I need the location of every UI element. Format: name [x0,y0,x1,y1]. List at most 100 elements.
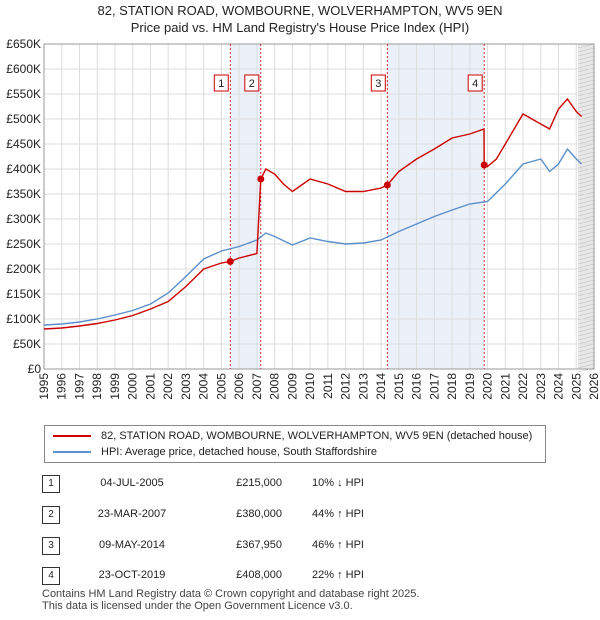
x-tick-label: 2002 [161,373,175,400]
forecast-hatch [577,175,595,181]
forecast-hatch [577,51,595,57]
x-tick-label: 1997 [72,373,86,400]
forecast-hatch [577,323,595,329]
sale-number-badge: 2 [42,506,60,524]
forecast-hatch [577,203,595,209]
forecast-hatch [577,255,595,261]
x-tick-label: 1995 [37,373,51,400]
forecast-hatch [577,355,595,361]
forecast-hatch [577,347,595,353]
sale-price: £408,000 [236,569,282,581]
legend-label-property: 82, STATION ROAD, WOMBOURNE, WOLVERHAMPT… [101,430,533,442]
y-tick-label: £550K [6,87,41,101]
plot-border [43,43,595,370]
x-tick-label: 2015 [392,373,406,400]
forecast-hatch [577,155,595,161]
forecast-hatch [577,183,595,189]
forecast-hatch [577,299,595,305]
sale-date: 09-MAY-2014 [98,539,166,551]
y-tick-label: £500K [6,112,41,126]
y-tick-label: £0 [28,362,42,376]
x-tick-label: 2004 [197,373,211,400]
sale-marker-box [467,74,483,92]
forecast-hatch [577,199,595,205]
footer-line-2: This data is licensed under the Open Gov… [42,600,353,612]
forecast-hatch [577,335,595,341]
ownership-shade [387,44,485,369]
sale-date: 23-OCT-2019 [98,569,166,581]
sale-hpi-diff: 10% ↓ HPI [312,477,364,489]
x-tick-label: 2013 [356,373,370,400]
sale-price: £215,000 [236,477,282,489]
sale-date: 23-MAR-2007 [97,508,167,520]
y-tick-label: £600K [6,62,41,76]
forecast-hatch [577,79,595,85]
sale-row: 4 23-OCT-2019 £408,000 22% ↑ HPI [42,567,562,587]
forecast-hatch [577,351,595,357]
forecast-hatch [577,179,595,185]
x-tick-label: 1999 [108,373,122,400]
sale-marker-label: 4 [467,74,483,92]
forecast-hatch [577,339,595,345]
legend-label-hpi: HPI: Average price, detached house, Sout… [101,446,377,458]
sale-marker-number: 3 [375,78,381,90]
forecast-hatch [577,63,595,69]
forecast-hatch [577,187,595,193]
forecast-hatch [577,43,595,49]
sale-point [226,258,234,265]
x-tick-label: 2023 [534,373,548,400]
forecast-hatch [577,239,595,245]
x-tick-label: 2024 [552,373,566,400]
x-tick-label: 2006 [232,373,246,400]
x-tick-label: 2025 [569,373,583,400]
legend-entry-hpi: HPI: Average price, detached house, Sout… [53,444,377,460]
y-tick-label: £200K [6,262,41,276]
y-tick-label: £650K [6,37,41,51]
x-tick-label: 2003 [179,373,193,400]
forecast-hatch [577,275,595,281]
forecast-hatch [577,287,595,293]
sale-row: 1 04-JUL-2005 £215,000 10% ↓ HPI [42,475,562,495]
forecast-hatch [577,307,595,313]
x-tick-label: 1996 [55,373,69,400]
sale-point [257,175,265,183]
forecast-hatch [577,75,595,81]
forecast-hatch [577,163,595,169]
y-tick-label: £450K [6,137,41,151]
x-tick-label: 2016 [410,373,424,400]
forecast-hatch [577,235,595,241]
forecast-hatch [577,331,595,337]
forecast-hatch [577,151,595,157]
x-tick-label: 2018 [445,373,459,400]
chart-subtitle: Price paid vs. HM Land Registry's House … [130,20,470,35]
forecast-hatch [577,103,595,109]
forecast-hatch [577,195,595,201]
sale-number-badge: 1 [42,475,60,493]
forecast-hatch [577,207,595,213]
footer-line-1: Contains HM Land Registry data © Crown c… [42,588,420,600]
forecast-hatch [577,231,595,237]
forecast-hatch [577,99,595,105]
sale-hpi-diff: 46% ↑ HPI [312,539,364,551]
sale-point [383,181,391,189]
property-price-line [43,97,583,330]
forecast-hatch [577,243,595,249]
forecast-hatch [577,147,595,153]
forecast-hatch [577,223,595,229]
y-tick-label: £400K [6,162,41,176]
footer-attribution: Contains HM Land Registry data © Crown c… [42,588,419,612]
y-tick-label: £100K [6,312,41,326]
x-tick-label: 1998 [90,373,104,400]
forecast-hatch [577,95,595,101]
x-tick-label: 2001 [143,373,157,400]
sale-row: 3 09-MAY-2014 £367,950 46% ↑ HPI [42,537,562,557]
forecast-hatch [577,143,595,149]
sale-marker-label: 1 [213,74,229,92]
sale-price: £367,950 [236,539,282,551]
forecast-hatch [577,295,595,301]
forecast-hatch [577,59,595,65]
forecast-hatch [577,83,595,89]
forecast-hatch [577,263,595,269]
sale-marker-box [244,74,260,92]
forecast-hatch [577,55,595,61]
